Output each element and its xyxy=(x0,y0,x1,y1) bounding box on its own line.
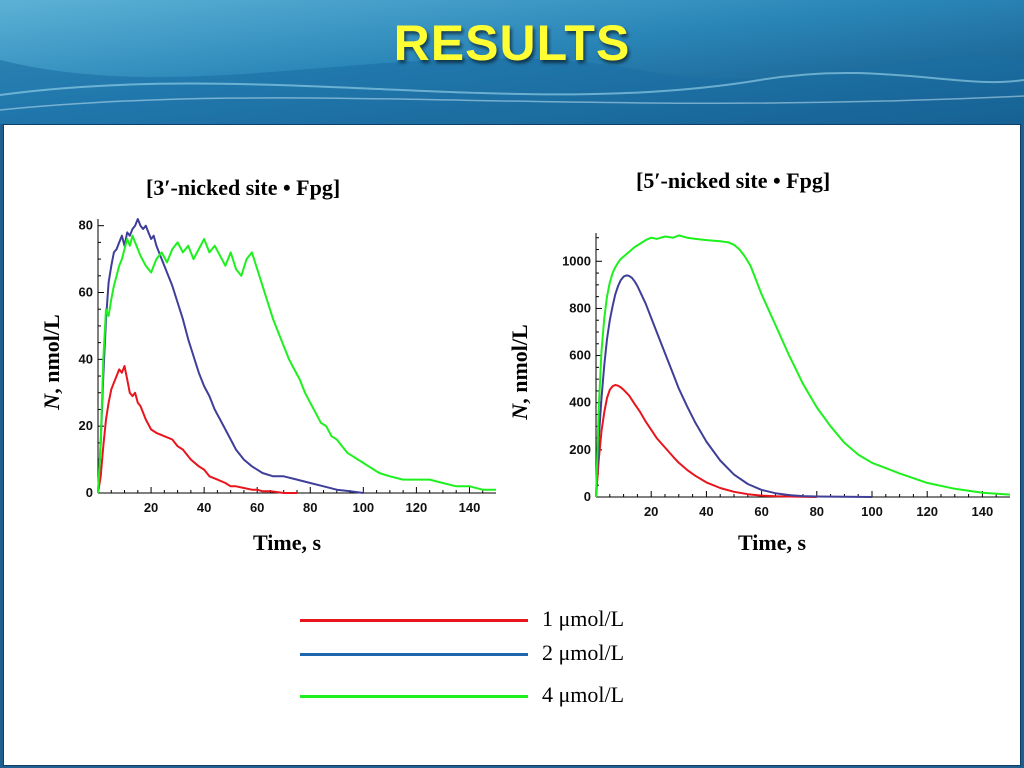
x-axis-label-left: Time, s xyxy=(253,530,322,555)
y-tick-label: 200 xyxy=(569,442,591,457)
series-line-1 xyxy=(595,384,817,498)
legend-label-1: 1 μmol/L xyxy=(542,606,625,631)
series-line-2 xyxy=(97,218,364,494)
series-line-2 xyxy=(595,274,873,498)
legend-label-3: 4 μmol/L xyxy=(542,682,625,707)
x-axis-label-right: Time, s xyxy=(738,530,807,555)
y-axis-label-left-symbol: N xyxy=(39,393,64,410)
chart-title-3-nicked: [3′-nicked site • Fpg] xyxy=(146,175,341,200)
slide-header-banner xyxy=(0,0,1024,124)
y-tick-label: 400 xyxy=(569,395,591,410)
y-tick-label: 0 xyxy=(584,489,591,504)
slide-title: RESULTS xyxy=(393,15,631,71)
legend-line-1 xyxy=(300,619,528,622)
y-tick-label: 800 xyxy=(569,300,591,315)
y-tick-label: 60 xyxy=(79,285,93,300)
x-tick-label: 120 xyxy=(916,504,938,519)
y-axis-label-left-unit: , nmol/L xyxy=(39,314,64,394)
y-tick-label: 20 xyxy=(79,418,93,433)
x-tick-label: 100 xyxy=(352,500,374,515)
y-axis-label-right-unit: , nmol/L xyxy=(507,324,532,404)
legend-label-2: 2 μmol/L xyxy=(542,640,625,665)
y-axis-label-left: N, nmol/L xyxy=(39,272,65,452)
y-tick-label: 40 xyxy=(79,351,93,366)
x-tick-label: 140 xyxy=(459,500,481,515)
x-tick-label: 120 xyxy=(406,500,428,515)
y-axis-label-right-symbol: N xyxy=(507,403,532,420)
series-line-3 xyxy=(97,234,496,494)
y-axis-label-right: N, nmol/L xyxy=(507,282,533,462)
x-tick-label: 100 xyxy=(861,504,883,519)
y-tick-label: 0 xyxy=(86,485,93,500)
x-tick-label: 20 xyxy=(644,504,658,519)
series-line-3 xyxy=(595,234,1011,498)
y-tick-label: 600 xyxy=(569,348,591,363)
y-tick-label: 1000 xyxy=(562,253,591,268)
series-line-1 xyxy=(97,365,297,494)
x-tick-label: 20 xyxy=(144,500,158,515)
x-tick-label: 60 xyxy=(754,504,768,519)
chart-title-5-nicked: [5′-nicked site • Fpg] xyxy=(636,168,831,193)
x-tick-label: 60 xyxy=(250,500,264,515)
x-tick-label: 140 xyxy=(972,504,994,519)
x-tick-label: 40 xyxy=(699,504,713,519)
legend-line-3 xyxy=(300,695,528,698)
y-tick-label: 80 xyxy=(79,218,93,233)
x-tick-label: 40 xyxy=(197,500,211,515)
chart-3-nicked: 20 40 60 80 100 120 140 0 20 40 60 80 xyxy=(79,218,496,515)
x-tick-label: 80 xyxy=(810,504,824,519)
x-tick-label: 80 xyxy=(303,500,317,515)
chart-5-nicked: 20 40 60 80 100 120 140 0 200 400 600 800 1000 xyxy=(562,233,1011,519)
slide-content-panel: [3′-nicked site • Fpg] N, nmol/L 20 40 60 8… xyxy=(3,124,1021,766)
legend-line-2 xyxy=(300,653,528,656)
